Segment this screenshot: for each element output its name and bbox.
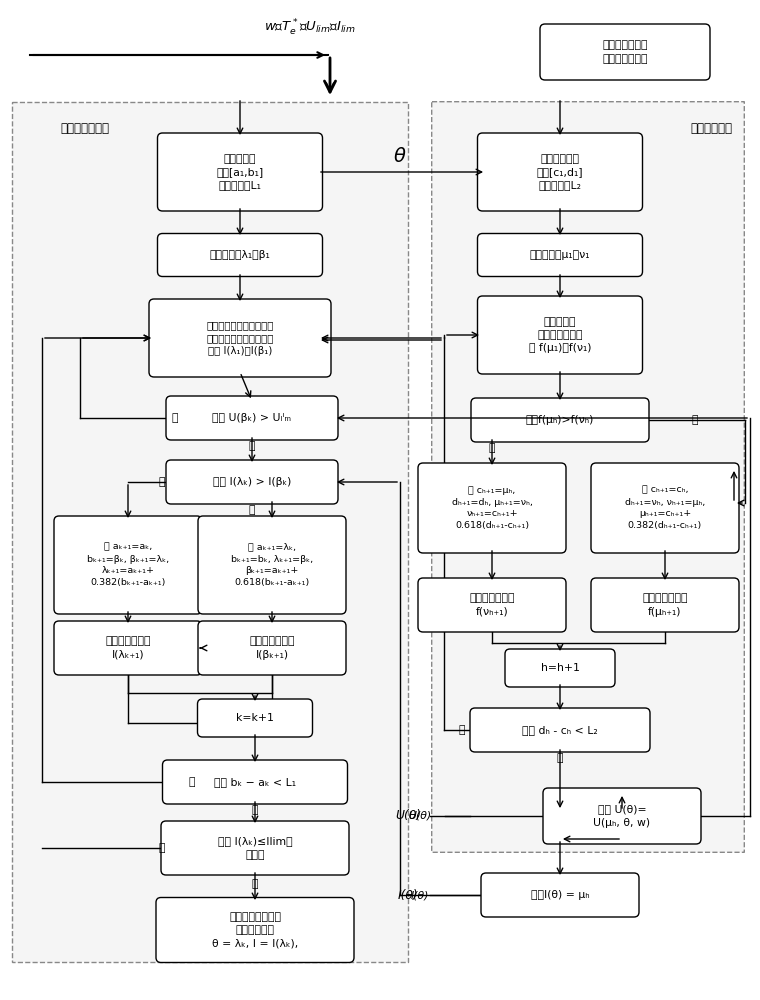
Text: θ: θ <box>394 147 406 166</box>
Text: 是: 是 <box>557 753 563 763</box>
FancyBboxPatch shape <box>477 233 642 276</box>
FancyBboxPatch shape <box>198 516 346 614</box>
Text: U(θ): U(θ) <box>395 810 421 822</box>
FancyBboxPatch shape <box>54 621 202 675</box>
FancyBboxPatch shape <box>157 233 322 276</box>
Text: 否: 否 <box>249 441 255 451</box>
Text: 输出弱磁区效率最
优电流轨迹：
θ = λₖ, I = I(λₖ),: 输出弱磁区效率最 优电流轨迹： θ = λₖ, I = I(λₖ), <box>212 912 298 948</box>
FancyBboxPatch shape <box>166 460 338 504</box>
Text: 令 aₖ₊₁=λₖ,
bₖ₊₁=bₖ, λₖ₊₁=βₖ,
βₖ₊₁=aₖ₊₁+
0.618(bₖ₊₁-aₖ₊₁): 令 aₖ₊₁=λₖ, bₖ₊₁=bₖ, λₖ₊₁=βₖ, βₖ₊₁=aₖ₊₁+ … <box>231 543 313 587</box>
FancyBboxPatch shape <box>149 299 331 377</box>
Text: 否: 否 <box>188 777 195 787</box>
FancyBboxPatch shape <box>418 578 566 632</box>
Text: 令 aₖ₊₁=aₖ,
bₖ₊₁=βₖ, βₖ₊₁=λₖ,
λₖ₊₁=aₖ₊₁+
0.382(bₖ₊₁-aₖ₊₁): 令 aₖ₊₁=aₖ, bₖ₊₁=βₖ, βₖ₊₁=λₖ, λₖ₊₁=aₖ₊₁+ … <box>87 543 169 587</box>
Text: 是: 是 <box>252 879 258 889</box>
Text: 判断f(μₕ)>f(νₕ): 判断f(μₕ)>f(νₕ) <box>526 415 594 425</box>
FancyBboxPatch shape <box>470 708 650 752</box>
FancyBboxPatch shape <box>156 898 354 962</box>
Text: 是: 是 <box>489 443 496 453</box>
Text: 计算目标函数值
f(νₕ₊₁): 计算目标函数值 f(νₕ₊₁) <box>469 593 515 617</box>
Text: 输出I(θ) = μₕ: 输出I(θ) = μₕ <box>530 890 589 900</box>
Text: 否: 否 <box>692 415 698 425</box>
Text: 电流幅值初值
区间[c₁,d₁]
及精度要求L₂: 电流幅值初值 区间[c₁,d₁] 及精度要求L₂ <box>537 154 584 190</box>
FancyBboxPatch shape <box>543 788 701 844</box>
Text: I(θ): I(θ) <box>397 888 418 902</box>
Text: k=k+1: k=k+1 <box>236 713 274 723</box>
Text: 计算试探点
对应的目标函数
值 f(μ₁)、f(ν₁): 计算试探点 对应的目标函数 值 f(μ₁)、f(ν₁) <box>529 317 591 353</box>
FancyBboxPatch shape <box>505 649 615 687</box>
FancyBboxPatch shape <box>591 463 739 553</box>
FancyBboxPatch shape <box>481 873 639 917</box>
Text: h=h+1: h=h+1 <box>540 663 579 673</box>
Text: 判断 dₕ - cₕ < L₂: 判断 dₕ - cₕ < L₂ <box>522 725 598 735</box>
Text: 否: 否 <box>459 725 465 735</box>
Text: 否: 否 <box>159 843 165 853</box>
FancyBboxPatch shape <box>163 760 347 804</box>
FancyBboxPatch shape <box>477 296 642 374</box>
Text: 是: 是 <box>172 413 179 423</box>
Text: 判断 I(λₖ)≤Ilim是
否成立: 判断 I(λₖ)≤Ilim是 否成立 <box>217 836 293 860</box>
Text: 判断 I(λₖ) > I(βₖ): 判断 I(λₖ) > I(βₖ) <box>213 477 291 487</box>
Text: U(θ): U(θ) <box>408 811 432 821</box>
Text: 是: 是 <box>252 805 258 815</box>
Text: 电流幅值迭代: 电流幅值迭代 <box>690 121 732 134</box>
Text: $w$、$T_e^*$、$U_{lim}$、$I_{lim}$: $w$、$T_e^*$、$U_{lim}$、$I_{lim}$ <box>264 18 356 38</box>
Text: 计算目标函数值
f(μₕ₊₁): 计算目标函数值 f(μₕ₊₁) <box>642 593 688 617</box>
FancyBboxPatch shape <box>12 102 408 962</box>
FancyBboxPatch shape <box>198 621 346 675</box>
FancyBboxPatch shape <box>54 516 202 614</box>
Text: 判断 U(βₖ) > Uₗᴵₘ: 判断 U(βₖ) > Uₗᴵₘ <box>213 413 292 423</box>
Text: 计算试探点μ₁、ν₁: 计算试探点μ₁、ν₁ <box>530 250 591 260</box>
Text: 弱磁电流角迭代: 弱磁电流角迭代 <box>60 121 109 134</box>
Text: 是: 是 <box>249 505 255 515</box>
FancyBboxPatch shape <box>198 699 312 737</box>
Text: 电流角初值
区间[a₁,b₁]
及精度要求L₁: 电流角初值 区间[a₁,b₁] 及精度要求L₁ <box>217 154 264 190</box>
Text: 判断 bₖ − aₖ < L₁: 判断 bₖ − aₖ < L₁ <box>214 777 296 787</box>
FancyBboxPatch shape <box>477 133 642 211</box>
FancyBboxPatch shape <box>471 398 649 442</box>
Text: 计算目标函数值
I(λₖ₊₁): 计算目标函数值 I(λₖ₊₁) <box>105 636 150 660</box>
FancyBboxPatch shape <box>418 463 566 553</box>
Text: 计算目标函数值
I(βₖ₊₁): 计算目标函数值 I(βₖ₊₁) <box>249 636 295 660</box>
Text: I(θ): I(θ) <box>411 890 429 900</box>
Text: 令 cₕ₊₁=μₕ,
dₕ₊₁=dₕ, μₕ₊₁=νₕ,
νₕ₊₁=cₕ₊₁+
0.618(dₕ₊₁-cₕ₊₁): 令 cₕ₊₁=μₕ, dₕ₊₁=dₕ, μₕ₊₁=νₕ, νₕ₊₁=cₕ₊₁+ … <box>451 486 533 530</box>
FancyBboxPatch shape <box>157 133 322 211</box>
FancyBboxPatch shape <box>540 24 710 80</box>
Text: 令 cₕ₊₁=cₕ,
dₕ₊₁=νₕ, νₕ₊₁=μₕ,
μₕ₊₁=cₕ₊₁+
0.382(dₕ₊₁-cₕ₊₁): 令 cₕ₊₁=cₕ, dₕ₊₁=νₕ, νₕ₊₁=μₕ, μₕ₊₁=cₕ₊₁+ … <box>625 486 705 530</box>
FancyBboxPatch shape <box>166 396 338 440</box>
FancyBboxPatch shape <box>161 821 349 875</box>
FancyBboxPatch shape <box>432 102 744 852</box>
Text: 嵌套电流幅值迭代循环，
计算试探点对应的目标函
数值 I(λ₁)、I(β₁): 嵌套电流幅值迭代循环， 计算试探点对应的目标函 数值 I(λ₁)、I(β₁) <box>206 320 274 356</box>
Text: 否: 否 <box>159 477 165 487</box>
Text: 电机非线性负载
交直轴磁链模型: 电机非线性负载 交直轴磁链模型 <box>602 40 648 64</box>
Text: 计算试探点λ₁、β₁: 计算试探点λ₁、β₁ <box>210 250 271 260</box>
Text: 计算 U(θ)=
U(μₕ, θ, w): 计算 U(θ)= U(μₕ, θ, w) <box>594 804 651 828</box>
FancyBboxPatch shape <box>591 578 739 632</box>
